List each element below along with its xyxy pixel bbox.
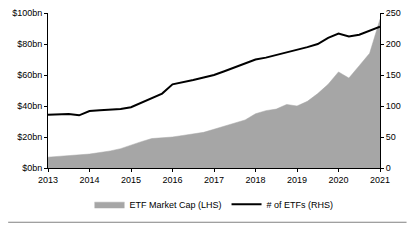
svg-text:2013: 2013	[38, 175, 58, 185]
svg-text:2020: 2020	[328, 175, 348, 185]
svg-text:2015: 2015	[121, 175, 141, 185]
svg-text:0: 0	[386, 163, 391, 173]
svg-text:2021: 2021	[370, 175, 390, 185]
svg-text:SOURCE: ASX, CHI-X, BELL POTTE: SOURCE: ASX, CHI-X, BELL POTTER RESEARCH	[10, 226, 172, 227]
svg-text:$100bn: $100bn	[12, 8, 42, 18]
svg-text:50: 50	[386, 132, 396, 142]
svg-text:$0bn: $0bn	[22, 163, 42, 173]
svg-text:$60bn: $60bn	[17, 70, 42, 80]
svg-text:2018: 2018	[245, 175, 265, 185]
svg-text:$40bn: $40bn	[17, 101, 42, 111]
svg-text:2016: 2016	[162, 175, 182, 185]
svg-text:ETF Market Cap (LHS): ETF Market Cap (LHS)	[130, 200, 222, 210]
svg-text:100: 100	[386, 101, 401, 111]
svg-text:2017: 2017	[204, 175, 224, 185]
svg-text:150: 150	[386, 70, 401, 80]
svg-text:$80bn: $80bn	[17, 39, 42, 49]
svg-text:2019: 2019	[287, 175, 307, 185]
svg-text:2014: 2014	[79, 175, 99, 185]
svg-text:250: 250	[386, 8, 401, 18]
svg-text:# of ETFs (RHS): # of ETFs (RHS)	[267, 200, 334, 210]
svg-text:200: 200	[386, 39, 401, 49]
svg-text:$20bn: $20bn	[17, 132, 42, 142]
